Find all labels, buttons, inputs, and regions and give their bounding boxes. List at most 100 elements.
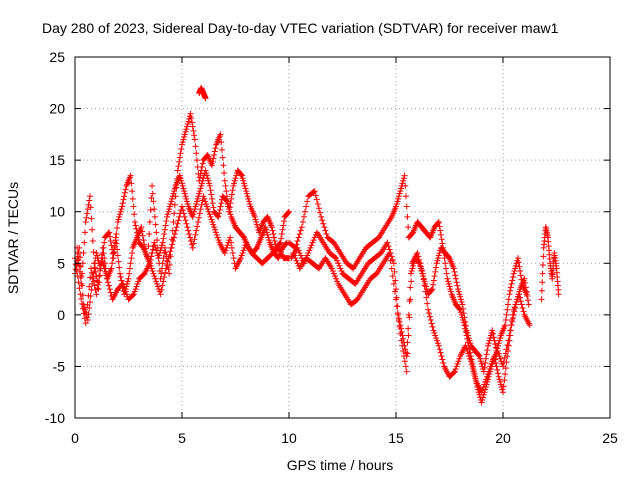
data-point [479, 396, 486, 403]
data-point [484, 371, 491, 378]
data-point [171, 188, 178, 195]
data-point [483, 373, 490, 380]
data-point [191, 132, 198, 139]
data-point [116, 264, 123, 271]
data-point [281, 218, 288, 225]
data-point [179, 206, 186, 213]
data-point [445, 254, 452, 261]
data-point [104, 275, 111, 282]
data-point [391, 288, 398, 295]
data-point [400, 347, 407, 354]
data-point [538, 287, 545, 294]
data-point [440, 359, 447, 366]
data-point [466, 353, 473, 360]
data-point [187, 234, 194, 241]
data-point [203, 172, 210, 179]
data-point [217, 203, 224, 210]
data-point [171, 185, 178, 192]
data-point [95, 257, 102, 264]
data-point [86, 304, 93, 311]
data-point [197, 206, 204, 213]
data-point [425, 306, 432, 313]
data-point [538, 296, 545, 303]
data-point [194, 195, 201, 202]
data-point [467, 340, 474, 347]
data-point [476, 353, 483, 360]
data-point [511, 304, 518, 311]
data-point [194, 223, 201, 230]
chart-title: Day 280 of 2023, Sidereal Day-to-day VTE… [42, 20, 559, 36]
data-point [405, 311, 412, 318]
data-point [471, 372, 478, 379]
data-point [540, 253, 547, 260]
data-point [481, 381, 488, 388]
data-point [514, 255, 521, 262]
data-point [89, 237, 96, 244]
data-point [432, 332, 439, 339]
data-point [435, 342, 442, 349]
data-point [104, 279, 111, 286]
data-point [238, 171, 245, 178]
data-point [278, 231, 285, 238]
data-point [391, 268, 398, 275]
data-point [338, 268, 345, 275]
data-point [461, 322, 468, 329]
data-point [503, 346, 510, 353]
data-point [322, 227, 329, 234]
data-point [227, 200, 234, 207]
data-point [75, 279, 82, 286]
data-point [437, 231, 444, 238]
data-point [181, 190, 188, 197]
data-point [521, 275, 528, 282]
data-point [211, 151, 218, 158]
data-point [207, 213, 214, 220]
data-point [294, 244, 301, 251]
data-point [307, 244, 314, 251]
data-point [185, 227, 192, 234]
data-point [193, 198, 200, 205]
data-point [238, 252, 245, 259]
data-point [140, 237, 147, 244]
data-point [223, 244, 230, 251]
data-point [416, 256, 423, 263]
data-point [129, 188, 136, 195]
data-point [251, 213, 258, 220]
data-point [95, 286, 102, 293]
data-point [455, 286, 462, 293]
data-point [241, 180, 248, 187]
data-point [290, 249, 297, 256]
data-point [196, 190, 203, 197]
data-point [396, 190, 403, 197]
data-point [111, 239, 118, 246]
data-point [152, 221, 159, 228]
data-point [462, 318, 469, 325]
data-point [208, 216, 215, 223]
data-point [494, 366, 501, 373]
data-point [430, 281, 437, 288]
data-point [159, 282, 166, 289]
data-point [215, 237, 222, 244]
data-point [118, 206, 125, 213]
data-point [336, 262, 343, 269]
data-point [84, 301, 91, 308]
data-point [483, 376, 490, 383]
data-point [402, 363, 409, 370]
data-point [293, 241, 300, 248]
data-point [166, 206, 173, 213]
data-point [278, 235, 285, 242]
data-point [163, 218, 170, 225]
data-point [117, 208, 124, 215]
data-point [285, 209, 292, 216]
data-point [162, 222, 169, 229]
data-point [163, 262, 170, 269]
data-point [485, 342, 492, 349]
data-point [408, 268, 415, 275]
data-point [230, 182, 237, 189]
data-point [226, 208, 233, 215]
data-point [400, 177, 407, 184]
data-point [403, 368, 410, 375]
data-point [96, 273, 103, 280]
data-point [484, 347, 491, 354]
data-point [519, 304, 526, 311]
data-point [226, 206, 233, 213]
